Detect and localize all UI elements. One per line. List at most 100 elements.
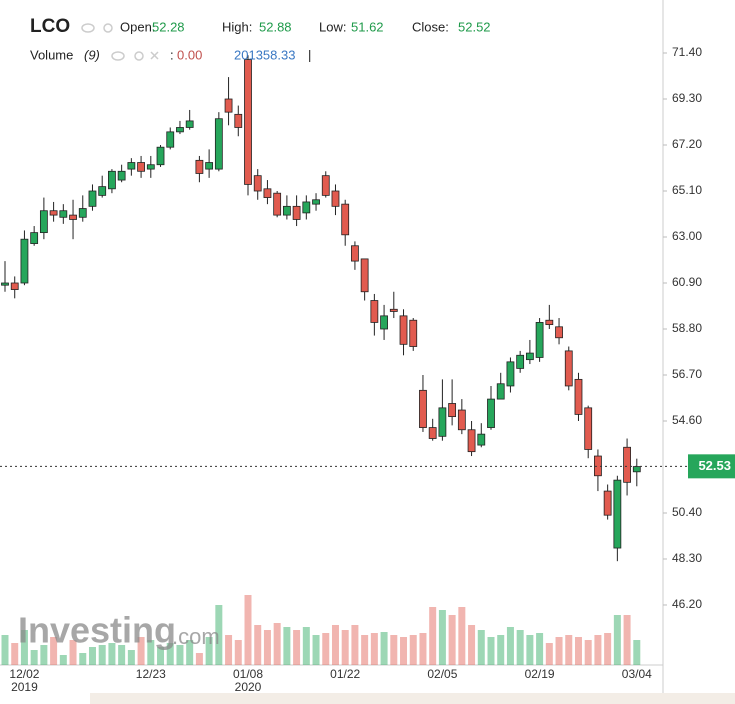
candle-body: [127, 162, 136, 170]
volume-bar: [613, 615, 621, 665]
candle-body: [98, 186, 107, 196]
volume-bar: [1, 635, 9, 665]
footer-strip: [90, 693, 735, 704]
low-value: 51.62: [351, 19, 384, 34]
x-year-label: 2019: [11, 680, 38, 694]
volume-bar: [79, 653, 87, 665]
last-price-label: 52.53: [698, 458, 731, 473]
volume-bar: [390, 635, 398, 665]
x-tick-label: 03/04: [622, 667, 652, 681]
candle-body: [360, 258, 369, 293]
candle-body: [409, 319, 418, 347]
volume-bar: [506, 627, 514, 665]
candle-body: [341, 203, 350, 236]
y-tick-label: 60.90: [672, 275, 702, 289]
volume-bar: [361, 635, 369, 665]
volume-bar: [166, 643, 174, 665]
volume-bar: [176, 645, 184, 665]
volume-bar: [574, 637, 582, 665]
candle-body: [253, 175, 262, 192]
candle-body: [535, 322, 544, 358]
candle-body: [88, 190, 97, 207]
y-tick-label: 63.00: [672, 229, 702, 243]
volume-bar: [477, 630, 485, 665]
volume-bar: [438, 610, 446, 665]
candle-body: [195, 159, 204, 174]
candle-body: [302, 201, 311, 214]
x-year-label: 2020: [235, 680, 262, 694]
candle-body: [380, 315, 388, 330]
candle-body: [108, 170, 116, 190]
volume-bar: [263, 630, 271, 665]
volume-bar: [254, 625, 262, 665]
volume-bar: [293, 630, 301, 665]
candle-body: [351, 245, 359, 262]
candle-body: [282, 205, 291, 216]
candle-body: [273, 192, 282, 216]
volume-bar: [215, 605, 223, 665]
volume-bar: [234, 640, 242, 665]
volume-bar: [419, 633, 427, 665]
candle-body: [39, 210, 48, 234]
low-label: Low:: [319, 19, 346, 34]
candle-body: [146, 164, 155, 170]
volume-bar: [380, 632, 388, 665]
x-tick-label: 02/19: [525, 667, 555, 681]
candle-body: [224, 98, 233, 113]
volume-bar: [137, 637, 145, 665]
volume-bar: [584, 640, 592, 665]
volume-bar: [147, 640, 155, 665]
candle-body: [69, 214, 77, 220]
volume-bar: [11, 643, 19, 665]
volume-bar: [59, 655, 67, 665]
candle-body: [419, 389, 427, 428]
y-tick-label: 56.70: [672, 367, 702, 381]
header: LCO Open: 52.28 High: 52.88 Low: 51.62 C…: [30, 16, 491, 62]
high-value: 52.88: [259, 19, 292, 34]
volume-bar: [186, 640, 194, 665]
volume-bar: [312, 635, 320, 665]
candle-body: [10, 282, 19, 290]
volume-bar: [468, 625, 476, 665]
candle-body: [428, 427, 437, 439]
candle-body: [613, 479, 622, 549]
candle-body: [467, 429, 476, 453]
candle-body: [205, 162, 214, 170]
y-tick-label: 71.40: [672, 45, 702, 59]
candle-body: [487, 398, 495, 428]
candle-body: [156, 146, 165, 166]
candle-body: [244, 59, 252, 185]
volume-bar: [30, 650, 38, 665]
volume-bar: [98, 645, 106, 665]
volume-bar: [225, 635, 233, 665]
candle-body: [496, 383, 505, 400]
candle-body: [117, 170, 126, 181]
volume-bar: [448, 615, 456, 665]
volume-bar: [429, 607, 437, 665]
candle-body: [176, 127, 184, 133]
volume-bar: [331, 625, 339, 665]
candle-body: [234, 113, 243, 128]
close-label: Close:: [412, 19, 449, 34]
volume-period: (9): [84, 47, 100, 62]
volume-bar: [516, 630, 524, 665]
volume-value-b: 201358.33: [234, 47, 295, 62]
volume-label: Volume: [30, 47, 73, 62]
volume-bar: [205, 637, 213, 665]
candle-body: [321, 175, 330, 196]
volume-bar: [633, 640, 641, 665]
candle-body: [632, 466, 641, 473]
candle-body: [623, 446, 631, 483]
candle-body: [214, 118, 223, 170]
candle-body: [574, 378, 583, 415]
volume-value-a: 0.00: [177, 47, 202, 62]
candle-body: [331, 190, 340, 207]
header-icons: [81, 23, 159, 61]
volume-bar: [623, 615, 631, 665]
volume-bar: [157, 647, 165, 665]
x-tick-label: 01/08: [233, 667, 263, 681]
volume-bar: [88, 647, 96, 665]
candle-body: [30, 232, 39, 244]
volume-bar: [322, 633, 330, 665]
candle-body: [584, 407, 593, 450]
